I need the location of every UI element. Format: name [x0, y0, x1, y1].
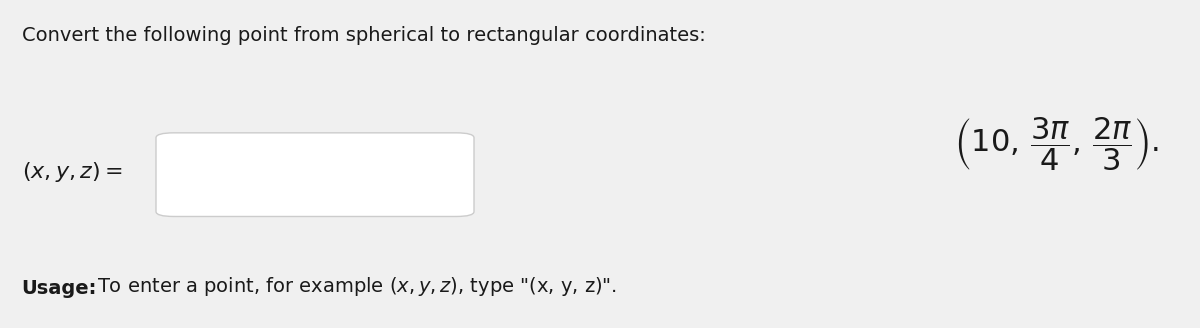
FancyBboxPatch shape — [156, 133, 474, 216]
Text: Usage:: Usage: — [22, 279, 97, 298]
Text: To enter a point, for example $(x, y, z)$, type "(x, y, z)".: To enter a point, for example $(x, y, z)… — [97, 276, 617, 298]
Text: $(x, y, z) =$: $(x, y, z) =$ — [22, 160, 122, 184]
Text: $\left(10,\,\dfrac{3\pi}{4},\,\dfrac{2\pi}{3}\right).$: $\left(10,\,\dfrac{3\pi}{4},\,\dfrac{2\p… — [954, 115, 1159, 173]
Text: Convert the following point from spherical to rectangular coordinates:: Convert the following point from spheric… — [22, 26, 706, 45]
